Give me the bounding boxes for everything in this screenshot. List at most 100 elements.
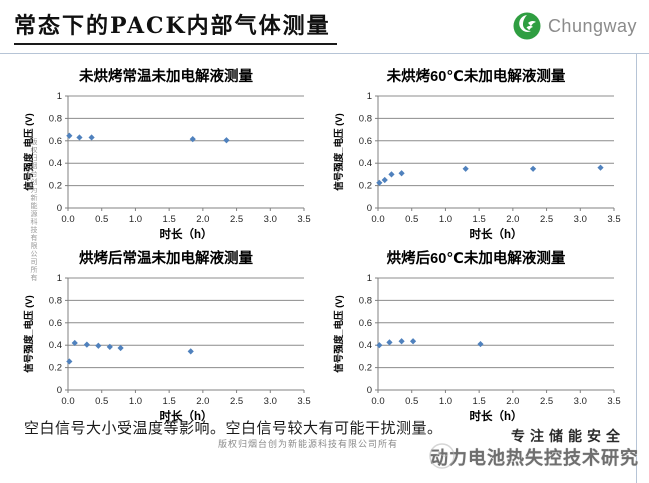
y-tick-label: 0.8 (359, 113, 372, 124)
y-tick-label: 0.6 (359, 136, 372, 147)
data-point (529, 165, 537, 172)
scatter-plot: 0 0.2 0.4 0.6 0.8 1 0.0 0.5 1.0 1.5 2.0 2.5 3.0 3.5 时长… (23, 91, 311, 241)
data-point (477, 340, 484, 348)
x-tick-label: 3.0 (574, 214, 587, 225)
gridlines (378, 95, 614, 187)
data-point (376, 342, 383, 349)
slogan-text: 专注储能安全 (511, 429, 625, 445)
data-point (76, 134, 83, 141)
data-point (189, 136, 196, 143)
x-tick-label: 2.0 (196, 214, 209, 225)
x-tick-label: 1.5 (473, 214, 486, 225)
chart-unbaked-60c: 未烘烤60℃未加电解液测量 0 0.2 0.4 0.6 0.8 1 0.0 0.5 1.0 1.5… (330, 66, 622, 242)
data-point (106, 343, 113, 350)
x-tick-label: 2.0 (506, 396, 519, 407)
data-point (462, 165, 469, 172)
gridlines (378, 277, 614, 369)
side-watermark: 版权归烟台创为新能源科技有限公司所有 (30, 138, 37, 282)
y-axis-title: 信号强度_电压 (V) (333, 295, 345, 373)
x-axis: 0.0 0.5 1.0 1.5 2.0 2.5 3.0 3.5 (371, 208, 621, 225)
y-axis-title: 信号强度_电压 (V) (23, 113, 35, 191)
x-axis: 0.0 0.5 1.0 1.5 2.0 2.5 3.0 3.5 (61, 390, 311, 407)
x-axis: 0.0 0.5 1.0 1.5 2.0 2.5 3.0 3.5 (371, 390, 621, 407)
y-tick-label: 0.4 (359, 158, 372, 169)
copyright-watermark: 版权归烟台创为新能源科技有限公司所有 (218, 439, 399, 449)
y-tick-label: 1 (57, 91, 62, 102)
x-tick-label: 0.5 (95, 396, 108, 407)
x-tick-label: 0.0 (371, 396, 384, 407)
conclusion-note: 空白信号大小受温度等影响。空白信号较大有可能干扰测量。 (24, 420, 443, 437)
y-tick-label: 0 (57, 385, 62, 396)
y-axis-title: 信号强度_电压 (V) (333, 113, 345, 191)
x-tick-label: 3.5 (607, 214, 620, 225)
chungway-logo-icon (513, 12, 541, 40)
x-tick-label: 3.5 (297, 396, 310, 407)
x-tick-label: 2.5 (230, 214, 243, 225)
y-axis: 0 0.2 0.4 0.6 0.8 1 (359, 91, 378, 214)
chart-title: 未烘烤常温未加电解液测量 (79, 69, 253, 85)
x-tick-label: 3.5 (607, 396, 620, 407)
x-tick-label: 2.5 (540, 214, 553, 225)
x-tick-label: 0.5 (405, 396, 418, 407)
scatter-plot: 0 0.2 0.4 0.6 0.8 1 0.0 0.5 1.0 1.5 2.0 2.5 3.0 3.5 时长… (23, 273, 311, 423)
y-tick-label: 0.2 (359, 181, 372, 192)
data-point (117, 344, 124, 352)
data-point (187, 348, 194, 355)
gridlines (68, 277, 304, 369)
x-tick-label: 0.5 (95, 214, 108, 225)
x-axis-title: 时长（h） (159, 409, 212, 423)
x-tick-label: 1.0 (129, 396, 142, 407)
y-tick-label: 1 (367, 273, 372, 284)
data-points (66, 132, 230, 144)
y-tick-label: 0 (57, 203, 62, 214)
y-tick-label: 0.6 (359, 318, 372, 329)
y-tick-label: 0.6 (49, 318, 62, 329)
data-point (398, 170, 405, 177)
x-tick-label: 1.0 (439, 214, 452, 225)
x-tick-label: 0.0 (371, 214, 384, 225)
data-points (376, 338, 484, 349)
x-tick-label: 1.5 (163, 214, 176, 225)
x-tick-label: 2.0 (196, 396, 209, 407)
chart-title: 未烘烤60℃未加电解液测量 (386, 69, 566, 85)
y-axis: 0 0.2 0.4 0.6 0.8 1 (359, 273, 378, 396)
stamp-icon (429, 443, 455, 469)
data-points (66, 339, 194, 365)
gridlines (68, 95, 304, 187)
axes (377, 96, 614, 209)
chart-title: 烘烤后常温未加电解液测量 (79, 251, 253, 267)
page-title: 常态下的PACK内部气体测量 (14, 8, 337, 45)
data-point (398, 338, 405, 345)
y-tick-label: 0.4 (359, 340, 372, 351)
y-tick-label: 0 (367, 203, 372, 214)
chart-baked-60c: 烘烤后60℃未加电解液测量 0 0.2 0.4 0.6 0.8 1 0.0 0.5 1.0 1.5… (330, 248, 622, 424)
axes (67, 96, 304, 209)
x-tick-label: 0.5 (405, 214, 418, 225)
y-axis-title: 信号强度_电压 (V) (23, 295, 35, 373)
chungway-logo-text: Chungway (547, 15, 637, 36)
y-tick-label: 0 (367, 385, 372, 396)
data-point (83, 341, 90, 348)
data-point (88, 134, 95, 141)
axes (67, 278, 304, 391)
header-divider (0, 53, 649, 54)
data-point (66, 358, 73, 365)
y-tick-label: 0.8 (359, 295, 372, 306)
x-axis-title: 时长（h） (469, 409, 522, 423)
x-axis-title: 时长（h） (469, 227, 522, 241)
chart-baked-room-temp: 烘烤后常温未加电解液测量 0 0.2 0.4 0.6 0.8 1 0.0 0.5 1.0 1.5 2… (20, 248, 312, 424)
y-tick-label: 1 (57, 273, 62, 284)
data-point (381, 176, 388, 184)
data-point (388, 171, 395, 178)
y-tick-label: 0.2 (359, 363, 372, 374)
x-tick-label: 2.5 (540, 396, 553, 407)
x-tick-label: 2.5 (230, 396, 243, 407)
data-point (95, 342, 102, 349)
data-point (223, 137, 230, 144)
axes (377, 278, 614, 391)
scatter-plot: 0 0.2 0.4 0.6 0.8 1 0.0 0.5 1.0 1.5 2.0 2.5 3.0 3.5 时长… (333, 91, 621, 241)
right-border-line (636, 53, 637, 483)
data-point (597, 164, 604, 171)
slide-header: 常态下的PACK内部气体测量 Chungway (0, 0, 649, 53)
x-tick-label: 0.0 (61, 396, 74, 407)
